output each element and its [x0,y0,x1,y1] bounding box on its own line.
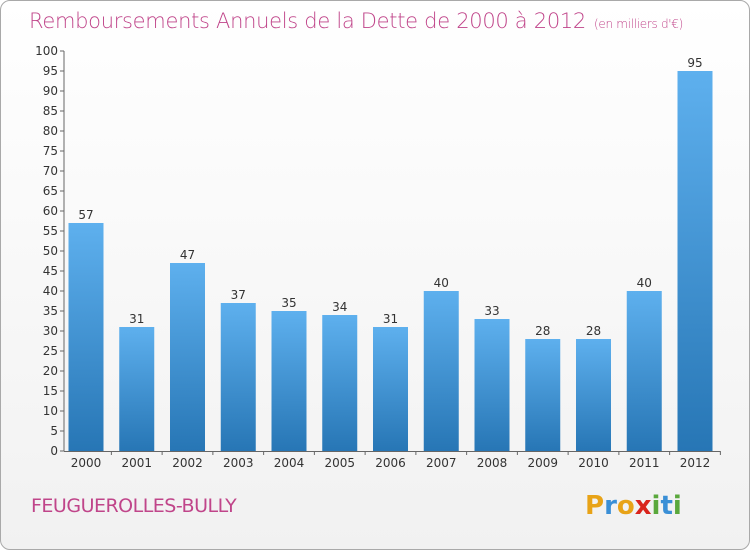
bar-value-label: 28 [535,324,550,338]
y-tick-label: 10 [43,404,58,418]
logo-letter: i [651,491,661,521]
bar [474,319,510,451]
bar-value-label: 31 [129,312,144,326]
bar-value-label: 37 [231,288,246,302]
bar [119,327,155,451]
chart-axes: 0 5 10 15 20 25 30 35 40 45 50 55 60 65 70 75 80 85 90 95 10… [35,44,721,470]
y-tick-label: 5 [50,424,58,438]
proxiti-logo[interactable]: Proxiti [585,491,682,521]
bar-value-label: 28 [586,324,601,338]
logo-letter: x [634,491,652,521]
bar [322,315,358,451]
y-tick-label: 35 [43,304,58,318]
y-tick-label: 85 [43,104,58,118]
bar [68,223,104,451]
logo-letter: i [672,491,682,521]
x-tick-label: 2011 [629,456,660,470]
y-tick-label: 100 [35,44,58,58]
bar-value-label: 47 [180,248,195,262]
x-tick-label: 2007 [426,456,457,470]
y-tick-label: 25 [43,344,58,358]
y-tick-label: 40 [43,284,58,298]
y-tick-label: 0 [50,444,58,458]
x-tick-label: 2010 [578,456,609,470]
x-tick-label: 2004 [274,456,305,470]
bar-value-label: 40 [637,276,652,290]
bar [170,263,205,451]
bar-value-label: 33 [484,304,499,318]
logo-letter: o [616,491,635,521]
logo-letter: t [660,491,673,521]
bar [576,339,611,451]
x-tick-label: 2002 [172,456,203,470]
x-tick-label: 2003 [223,456,254,470]
title-unit: (en milliers d'€) [594,17,684,31]
x-tick-label: 2009 [527,456,558,470]
bar-value-label: 40 [434,276,449,290]
bar-value-label: 57 [78,208,93,222]
y-tick-label: 65 [43,184,58,198]
y-tick-label: 50 [43,244,58,258]
x-tick-label: 2012 [680,456,711,470]
bar [626,291,662,451]
bar [373,327,408,451]
town-name: FEUGUEROLLES-BULLY [31,495,237,517]
x-tick-label: 2008 [477,456,508,470]
bar-value-label: 34 [332,300,347,314]
bar [423,291,459,451]
y-tick-label: 60 [43,204,58,218]
bar-value-label: 31 [383,312,398,326]
bar [271,311,307,451]
x-tick-label: 2000 [71,456,102,470]
bar [525,339,561,451]
chart-title: Remboursements Annuels de la Dette de 20… [29,9,683,33]
logo-letter: P [585,491,605,521]
y-tick-label: 80 [43,124,58,138]
bar [220,303,256,451]
y-tick-label: 45 [43,264,58,278]
y-tick-label: 70 [43,164,58,178]
y-tick-label: 30 [43,324,58,338]
bar-value-label: 95 [687,56,702,70]
y-tick-label: 15 [43,384,58,398]
x-tick-label: 2006 [375,456,406,470]
y-tick-label: 20 [43,364,58,378]
x-tick-label: 2001 [121,456,152,470]
logo-letter: r [604,491,617,521]
chart-bars: 57 31 47 37 35 34 31 40 33 28 28 40 95 [68,56,713,451]
y-tick-label: 55 [43,224,58,238]
bar [677,71,713,451]
y-tick-label: 95 [43,64,58,78]
y-tick-label: 75 [43,144,58,158]
title-text: Remboursements Annuels de la Dette de 20… [29,9,586,33]
bar-value-label: 35 [281,296,296,310]
y-tick-label: 90 [43,84,58,98]
x-tick-label: 2005 [324,456,355,470]
